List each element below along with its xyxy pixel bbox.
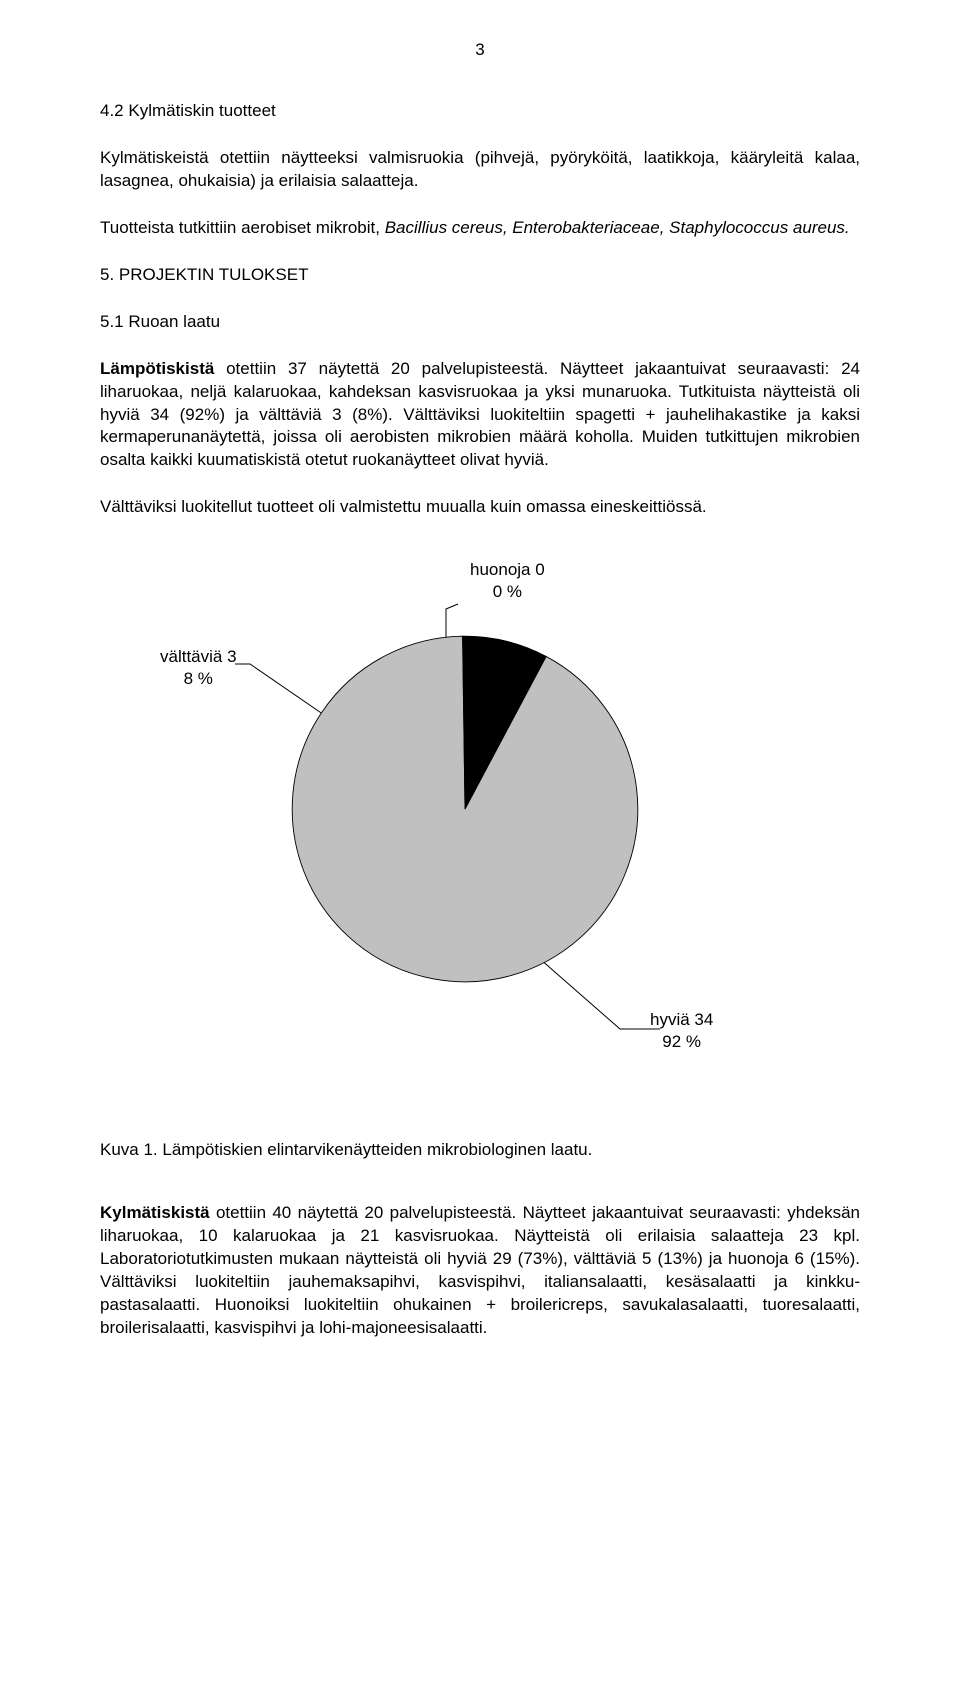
pie-label-valttavia: välttäviä 3 8 % bbox=[160, 646, 237, 689]
document-page: 3 4.2 Kylmätiskin tuotteet Kylmätiskeist… bbox=[0, 0, 960, 1414]
para-42-2-plain: Tuotteista tutkittiin aerobiset mikrobit… bbox=[100, 218, 385, 237]
paragraph-kylmatiski: Kylmätiskistä otettiin 40 näytettä 20 pa… bbox=[100, 1202, 860, 1340]
page-number: 3 bbox=[100, 40, 860, 60]
paragraph-51-1: Lämpötiskistä otettiin 37 näytettä 20 pa… bbox=[100, 358, 860, 473]
paragraph-42-1: Kylmätiskeistä otettiin näytteeksi valmi… bbox=[100, 147, 860, 193]
para-kylma-rest: otettiin 40 näytettä 20 palvelupisteestä… bbox=[100, 1203, 860, 1337]
paragraph-42-2: Tuotteista tutkittiin aerobiset mikrobit… bbox=[100, 217, 860, 240]
heading-4-2: 4.2 Kylmätiskin tuotteet bbox=[100, 100, 860, 123]
paragraph-51-2: Välttäviksi luokitellut tuotteet oli val… bbox=[100, 496, 860, 519]
para-kylma-bold: Kylmätiskistä bbox=[100, 1203, 210, 1222]
para-42-2-italic: Bacillius cereus, Enterobakteriaceae, St… bbox=[385, 218, 850, 237]
heading-5: 5. PROJEKTIN TULOKSET bbox=[100, 264, 860, 287]
heading-5-1: 5.1 Ruoan laatu bbox=[100, 311, 860, 334]
pie-chart-container: huonoja 0 0 % välttäviä 3 8 % hyviä 34 9… bbox=[160, 549, 800, 1089]
pie-chart bbox=[280, 629, 650, 989]
para-51-1-rest: otettiin 37 näytettä 20 palvelupisteestä… bbox=[100, 359, 860, 470]
figure-caption: Kuva 1. Lämpötiskien elintarvikenäytteid… bbox=[100, 1139, 860, 1162]
para-51-1-bold: Lämpötiskistä bbox=[100, 359, 214, 378]
pie-label-hyvia: hyviä 34 92 % bbox=[650, 1009, 713, 1052]
